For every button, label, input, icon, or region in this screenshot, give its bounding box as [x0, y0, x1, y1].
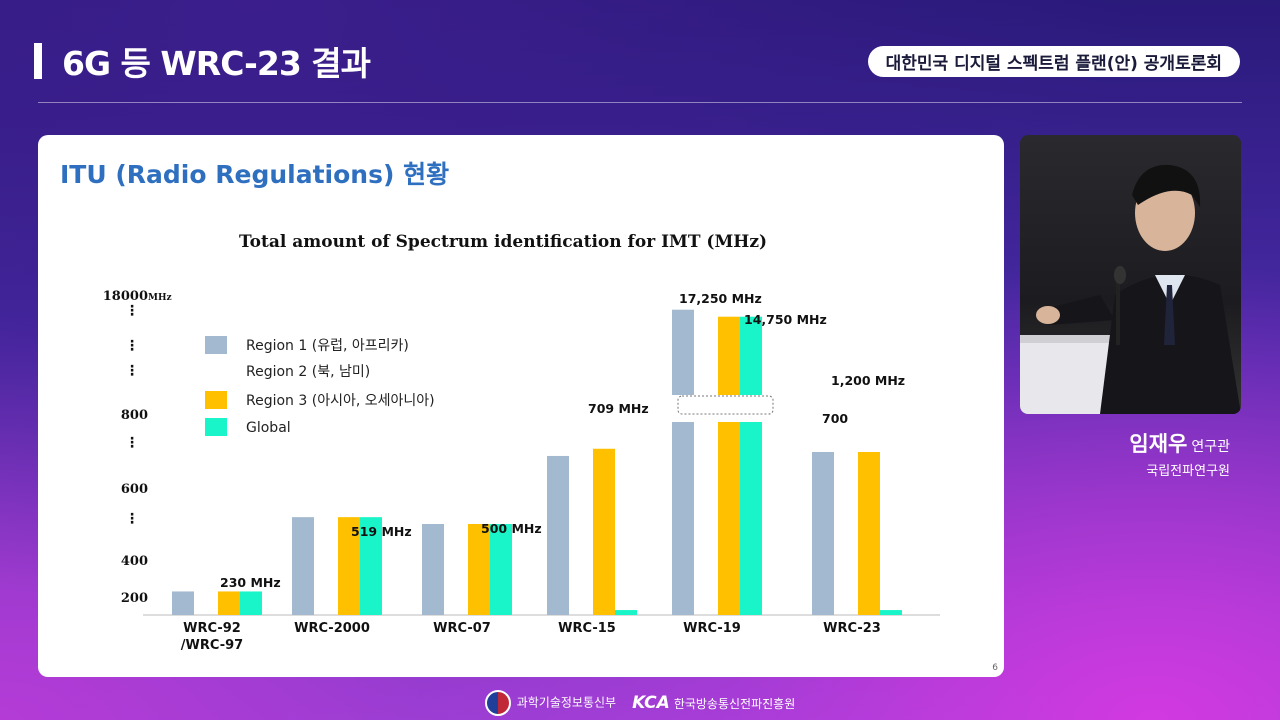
axis-ellipsis: ⋮ [125, 303, 139, 319]
data-label: 519 MHz [351, 524, 412, 539]
data-label: 14,750 MHz [744, 312, 827, 327]
header-divider [38, 102, 1242, 103]
bar-0 [292, 517, 314, 615]
data-label: 230 MHz [220, 575, 281, 590]
axis-ellipsis: ⋮ [125, 363, 139, 379]
bar-0 [672, 422, 694, 615]
bar-2 [338, 517, 360, 615]
kca-logo: KCA 한국방송통신전파진흥원 [632, 693, 796, 713]
legend-swatch-1 [204, 361, 228, 381]
bar-2 [718, 422, 740, 615]
bar-3 [880, 610, 902, 615]
bar-3 [240, 591, 262, 615]
speaker-name: 임재우 연구관 [1129, 432, 1230, 456]
bar-2-upper [718, 316, 740, 395]
x-tick-label: WRC-23 [823, 621, 881, 636]
bar-2 [468, 524, 490, 615]
legend-label-1: Region 2 (북, 남미) [246, 364, 370, 380]
slide-header: 6G 등 WRC-23 결과 [34, 38, 371, 84]
footer-logos: 과학기술정보통신부 KCA 한국방송통신전파진흥원 [0, 690, 1280, 716]
speaker-role: 연구관 [1191, 439, 1230, 455]
axis-ellipsis: ⋮ [125, 435, 139, 451]
speaker-video [1020, 135, 1241, 414]
bar-2 [218, 591, 240, 615]
legend-label-0: Region 1 (유럽, 아프리카) [246, 338, 409, 354]
axis-break-marker [677, 395, 774, 415]
y-tick-label: 200 [121, 591, 148, 606]
bar-0 [547, 455, 569, 615]
ministry-logo: 과학기술정보통신부 [484, 690, 616, 716]
bar-3 [615, 610, 637, 615]
legend-swatch-3 [205, 418, 227, 436]
section-title: ITU (Radio Regulations) 현황 [60, 160, 450, 189]
page-title: 6G 등 WRC-23 결과 [62, 44, 371, 83]
legend-label-2: Region 3 (아시아, 오세아니아) [246, 393, 435, 409]
bar-3-upper [740, 316, 762, 395]
y-tick-label: 400 [121, 554, 148, 569]
data-label: 500 MHz [481, 521, 542, 536]
event-badge: 대한민국 디지털 스펙트럼 플랜(안) 공개토론회 [867, 46, 1240, 77]
bar-2 [858, 452, 880, 615]
data-label: 1,200 MHz [831, 373, 905, 388]
x-tick-label: WRC-07 [433, 621, 491, 636]
data-label: 700 [822, 411, 848, 426]
taegeuk-emblem-icon [484, 690, 511, 716]
legend-swatch-0 [205, 336, 227, 354]
page-number: 6 [992, 663, 998, 673]
legend-label-3: Global [246, 420, 291, 436]
x-tick-label: WRC-2000 [294, 621, 370, 636]
y-unit-label: MHz [148, 293, 172, 303]
legend-swatch-2 [205, 391, 227, 409]
speaker-org: 국립전파연구원 [1146, 464, 1230, 479]
data-label: 17,250 MHz [679, 291, 762, 306]
bar-3 [740, 422, 762, 615]
chart-title: Total amount of Spectrum identification … [239, 232, 767, 252]
bar-0 [422, 524, 444, 615]
y-tick-label: 600 [121, 482, 148, 497]
data-label: 709 MHz [588, 401, 649, 416]
x-tick-label: WRC-19 [683, 621, 741, 636]
spectrum-chart: Total amount of Spectrum identification … [103, 232, 940, 653]
speaker-figure-icon [1020, 164, 1241, 414]
bar-0-upper [672, 309, 694, 395]
x-tick-label: /WRC-97 [181, 638, 243, 653]
axis-ellipsis: ⋮ [125, 511, 139, 527]
bar-0 [172, 591, 194, 615]
bar-0 [812, 452, 834, 615]
bar-3 [490, 524, 512, 615]
x-tick-label: WRC-92 [183, 621, 241, 636]
title-accent-bar [34, 43, 42, 79]
y-tick-label: 18000 [103, 289, 148, 304]
slide-card: ITU (Radio Regulations) 현황 Total amount … [38, 135, 1004, 677]
bar-3 [360, 517, 382, 615]
axis-ellipsis: ⋮ [125, 338, 139, 354]
x-tick-label: WRC-15 [558, 621, 616, 636]
y-tick-label: 800 [121, 408, 148, 423]
bar-2 [593, 448, 615, 615]
